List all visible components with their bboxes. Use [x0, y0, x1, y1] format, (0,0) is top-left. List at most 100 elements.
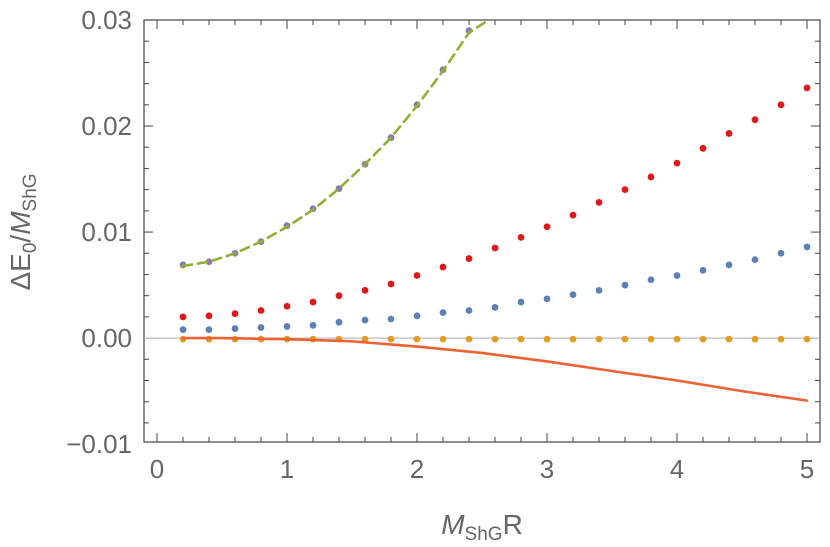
orange-dots-point [439, 335, 447, 343]
blue-dots-point [361, 316, 369, 324]
purple-dots-series [179, 27, 473, 269]
red-dots-series [179, 84, 811, 321]
blue-dots-point [517, 298, 525, 306]
orange-dots-point [517, 335, 525, 343]
x-tick-labels: 0 1 2 3 4 5 [150, 454, 814, 484]
red-dots-point [439, 263, 447, 271]
red-dots-point [543, 223, 551, 231]
x-tick-label: 3 [540, 454, 554, 484]
orange-dots-series [179, 335, 811, 343]
orange-dots-point [595, 335, 603, 343]
x-title-sub: ShG [465, 524, 503, 545]
y-tick-labels: −0.01 0.00 0.01 0.02 0.03 [66, 5, 132, 459]
y-tick-label: 0.00 [81, 323, 132, 353]
red-dots-point [335, 292, 343, 300]
red-dots-point [803, 84, 811, 92]
orange-dots-point [647, 335, 655, 343]
orange-dots-point [465, 335, 473, 343]
x-tick-label: 5 [800, 454, 814, 484]
green-dashed-curve [181, 20, 490, 268]
y-tick-label: −0.01 [66, 429, 132, 459]
orange-dots-point [491, 335, 499, 343]
orange-dots-point [725, 335, 733, 343]
blue-dots-point [413, 312, 421, 320]
red-dots-point [179, 313, 187, 321]
y-title-prefix: ΔE [5, 253, 36, 290]
red-dots-point [621, 186, 629, 194]
blue-dots-point [335, 318, 343, 326]
x-tick-label: 1 [280, 454, 294, 484]
plot-frame [143, 19, 821, 443]
blue-dots-point [387, 315, 395, 323]
blue-dots-point [257, 324, 265, 331]
blue-dots-point [231, 325, 239, 332]
blue-dots-point [751, 256, 759, 264]
blue-dots-point [595, 286, 603, 294]
red-dots-point [309, 298, 317, 306]
x-title-main: M [441, 509, 465, 540]
blue-dots-point [777, 249, 785, 257]
red-dots-point [465, 255, 473, 262]
orange-dots-point [361, 335, 369, 343]
x-title-suffix: R [503, 509, 523, 540]
series-layer [179, 20, 811, 402]
x-tick-label: 0 [150, 454, 164, 484]
orange-dots-point [803, 335, 811, 343]
orange-dots-point [543, 335, 551, 343]
y-tick-label: 0.03 [81, 5, 132, 35]
y-title-slash: / [5, 235, 36, 243]
y-title-sub0: 0 [20, 243, 41, 254]
red-dots-point [283, 302, 291, 310]
blue-dots-point [569, 291, 577, 299]
blue-dots-point [647, 276, 655, 284]
axis-ticks [144, 19, 820, 442]
y-title-sub: ShG [20, 173, 41, 211]
red-dots-point [413, 272, 421, 279]
purple-dots-point [205, 258, 213, 266]
blue-dots-point [725, 261, 733, 269]
orange-dots-point [621, 335, 629, 343]
red-dots-point [647, 173, 655, 181]
blue-dots-series [179, 243, 811, 334]
orange-dots-point [699, 335, 707, 343]
orange-dots-point [673, 335, 681, 343]
x-tick-label: 2 [410, 454, 424, 484]
red-dots-point [569, 211, 577, 219]
y-tick-label: 0.02 [81, 111, 132, 141]
orange-solid-curve [181, 336, 809, 402]
blue-dots-point [803, 243, 811, 251]
red-dots-point [491, 244, 499, 252]
orange-dots-point [777, 335, 785, 343]
red-dots-point [751, 116, 759, 124]
blue-dots-point [205, 326, 213, 334]
red-dots-point [205, 312, 213, 320]
red-dots-point [517, 233, 525, 241]
blue-dots-point [283, 323, 291, 330]
orange-dots-point [387, 335, 395, 343]
x-tick-label: 4 [670, 454, 684, 484]
red-dots-point [387, 280, 395, 288]
red-dots-point [777, 101, 785, 109]
x-axis-title: MShGR [441, 509, 523, 545]
blue-dots-point [543, 295, 551, 303]
blue-dots-point [179, 326, 187, 334]
blue-dots-point [621, 281, 629, 289]
red-dots-point [231, 310, 239, 318]
blue-dots-point [439, 309, 447, 317]
blue-dots-point [309, 321, 317, 329]
red-dots-point [595, 198, 603, 206]
y-tick-label: 0.01 [81, 217, 132, 247]
red-dots-point [673, 159, 681, 167]
red-dots-point [361, 286, 369, 294]
blue-dots-point [491, 303, 499, 311]
orange-dots-point [569, 335, 577, 343]
blue-dots-point [699, 266, 707, 274]
red-dots-point [699, 144, 707, 152]
red-dots-point [257, 307, 265, 314]
blue-dots-point [465, 307, 473, 314]
y-axis-title: ΔE0/MShG [5, 173, 41, 290]
y-title-main: M [5, 211, 36, 235]
orange-dots-point [751, 335, 759, 343]
orange-dots-point [413, 335, 421, 343]
